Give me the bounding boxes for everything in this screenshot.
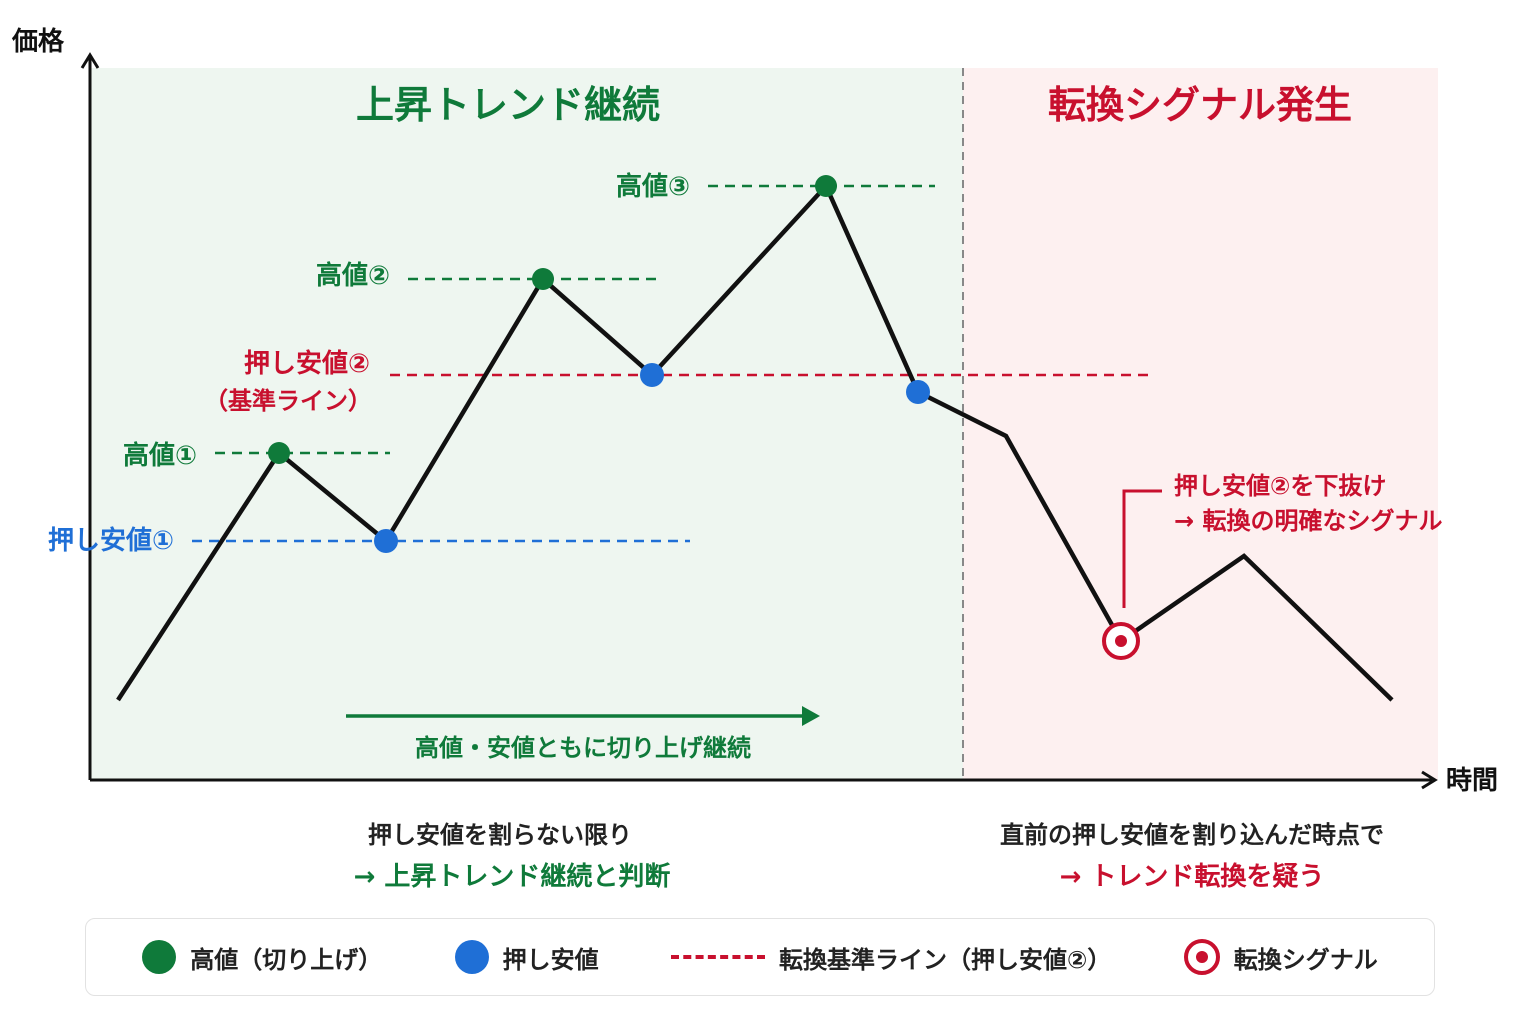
legend-low-label: 押し安値 [502,945,599,974]
breakout-sublabel: → 転換の明確なシグナル [1174,507,1442,535]
legend-item-line: 転換基準ライン（押し安値②） [671,940,1111,975]
blue-dot-icon [454,940,489,974]
baseline-label: （基準ライン） [204,387,372,415]
dashed-line-icon [671,955,766,959]
trend-arrow-head [802,706,820,726]
reversal-signal-marker [1102,622,1140,660]
legend-item-high: 高値（切り上げ） [142,940,382,975]
high1-point [268,442,290,464]
reversal-title: 転換シグナル発生 [1048,83,1352,127]
green-dot-icon [142,940,177,974]
low3-point [906,380,930,404]
left-note: 押し安値を割らない限り [368,821,632,849]
high1-label: 高値① [123,440,197,471]
uptrend-zone [90,68,963,780]
trend-arrow-label: 高値・安値ともに切り上げ継続 [415,734,751,762]
low2-label: 押し安値② [244,349,370,379]
high2-label: 高値② [316,260,390,291]
breakout-callout-line [1122,489,1162,608]
uptrend-title: 上昇トレンド継続 [356,83,660,127]
high3-point [815,175,837,197]
signal-inner-dot [1115,635,1127,647]
legend-signal-label: 転換シグナル [1233,945,1378,974]
breakout-label: 押し安値②を下抜け [1174,472,1386,500]
legend-high-label: 高値（切り上げ） [190,945,383,974]
right-conclusion: → トレンド転換を疑う [1060,862,1325,892]
target-icon [1183,939,1220,975]
low2-point [640,363,664,387]
legend-line-label: 転換基準ライン（押し安値②） [779,945,1112,974]
x-axis-arrow [1421,770,1438,790]
high2-point [532,268,554,290]
right-note: 直前の押し安値を割り込んだ時点で [1000,821,1384,849]
x-axis-label: 時間 [1446,766,1498,796]
legend: 高値（切り上げ） 押し安値 転換基準ライン（押し安値②） 転換シグナル [85,918,1435,996]
high3-label: 高値③ [616,171,690,202]
low1-point [374,529,398,553]
reversal-zone [963,68,1438,780]
y-axis-arrow [80,52,100,69]
y-axis-label: 価格 [11,26,65,57]
left-conclusion: → 上昇トレンド継続と判断 [354,861,671,892]
low1-label: 押し安値① [48,526,174,556]
legend-item-signal: 転換シグナル [1183,939,1378,975]
legend-item-low: 押し安値 [454,940,599,975]
